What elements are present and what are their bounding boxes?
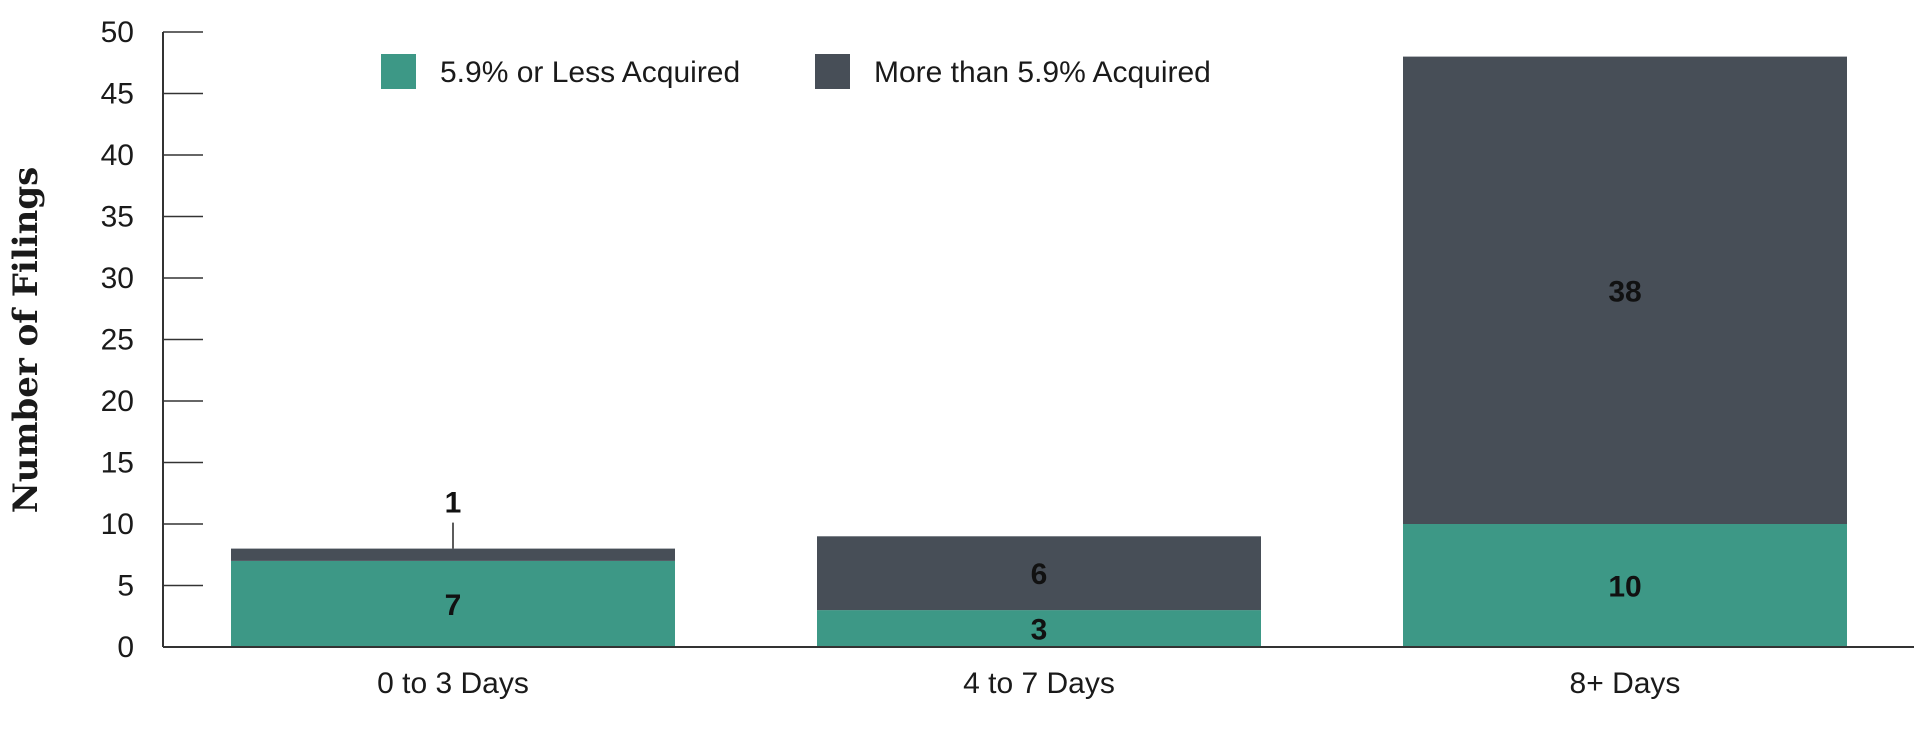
bar-segment (817, 536, 1261, 611)
legend-swatch (815, 54, 850, 89)
data-label: 10 (1608, 571, 1641, 604)
data-label: 38 (1608, 275, 1641, 308)
x-tick-label: 4 to 7 Days (963, 667, 1115, 700)
legend-label: 5.9% or Less Acquired (440, 56, 740, 89)
y-tick-label: 40 (101, 139, 134, 172)
y-tick-label: 45 (101, 78, 134, 111)
bar-segment (817, 610, 1261, 647)
y-tick-label: 20 (101, 385, 134, 418)
legend: 5.9% or Less Acquired More than 5.9% Acqu… (381, 54, 1211, 89)
y-tick-label: 10 (101, 508, 134, 541)
y-tick-label: 35 (101, 201, 134, 234)
y-axis: 0 5 10 15 20 25 30 35 40 45 50 (101, 16, 203, 664)
legend-swatch (381, 54, 416, 89)
bar-segment (1403, 524, 1847, 647)
y-tick-label: 30 (101, 262, 134, 295)
bar-segment (231, 548, 675, 561)
data-label: 1 (445, 487, 462, 520)
y-tick-label: 25 (101, 324, 134, 357)
y-tick-label: 15 (101, 447, 134, 480)
y-tick-label: 50 (101, 16, 134, 49)
data-label: 6 (1031, 558, 1048, 591)
legend-label: More than 5.9% Acquired (874, 56, 1211, 89)
y-tick-label: 0 (117, 631, 134, 664)
x-tick-label: 0 to 3 Days (377, 667, 529, 700)
data-label: 7 (445, 589, 462, 622)
y-axis-label: Number of Filings (6, 167, 46, 514)
data-label: 3 (1031, 614, 1048, 647)
bar-segment (1403, 56, 1847, 524)
bars: 7 1 3 6 10 38 (231, 56, 1847, 647)
x-tick-label: 8+ Days (1570, 667, 1681, 700)
x-axis: 0 to 3 Days 4 to 7 Days 8+ Days (163, 646, 1914, 700)
bar-segment (231, 560, 675, 647)
y-tick-label: 5 (117, 570, 134, 603)
